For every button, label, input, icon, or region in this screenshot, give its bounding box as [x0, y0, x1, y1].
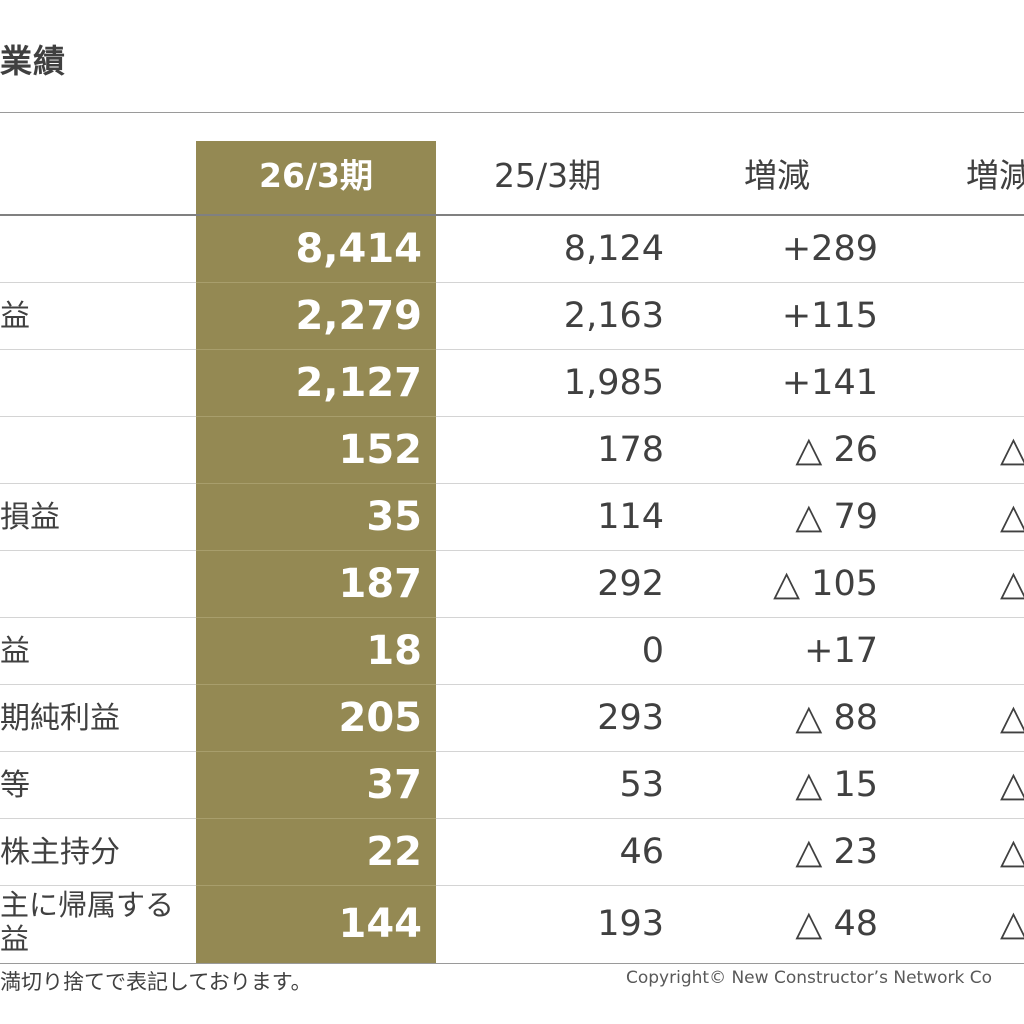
previous-value: 53	[619, 765, 664, 805]
current-value: 35	[366, 494, 422, 540]
row-divider	[0, 617, 1024, 618]
previous-value: 178	[597, 430, 664, 470]
current-value: 22	[366, 829, 422, 875]
previous-value: 114	[597, 497, 664, 537]
change-rate-value: △	[1000, 765, 1024, 805]
change-value: △ 23	[795, 832, 878, 872]
change-value: △ 48	[795, 904, 878, 944]
page-title: 業績	[0, 42, 67, 80]
row-divider-highlight	[196, 684, 436, 685]
current-value: 37	[366, 762, 422, 808]
row-divider	[0, 550, 1024, 551]
row-divider	[0, 282, 1024, 283]
table-row: 187 292 △ 105 △	[0, 551, 1024, 618]
row-label-line1: 主に帰属する	[0, 888, 175, 922]
row-label: 主に帰属する 益	[0, 888, 175, 956]
table-row: 8,414 8,124 +289	[0, 216, 1024, 283]
row-label: 株主持分	[0, 835, 120, 870]
header-change-rate: 増減	[966, 156, 1024, 195]
current-period-highlight	[196, 141, 436, 964]
table-row: 主に帰属する 益 144 193 △ 48 △	[0, 886, 1024, 963]
change-value: △ 105	[773, 564, 878, 604]
header-previous-period: 25/3期	[494, 156, 602, 195]
row-divider	[0, 751, 1024, 752]
row-label: 益	[0, 299, 30, 334]
row-label-line2: 益	[0, 922, 30, 956]
current-value: 18	[366, 628, 422, 674]
change-rate-value: △	[1000, 698, 1024, 738]
change-value: △ 79	[795, 497, 878, 537]
row-divider-highlight	[196, 885, 436, 886]
current-value: 152	[338, 427, 423, 473]
table-row: 損益 35 114 △ 79 △	[0, 484, 1024, 551]
previous-value: 2,163	[563, 296, 664, 336]
table-row: 益 2,279 2,163 +115	[0, 283, 1024, 350]
row-label: 期純利益	[0, 701, 120, 736]
header-current-period: 26/3期	[259, 156, 373, 195]
table-row: 株主持分 22 46 △ 23 △	[0, 819, 1024, 886]
row-divider	[0, 483, 1024, 484]
row-divider-highlight	[196, 416, 436, 417]
current-value: 144	[338, 901, 423, 947]
row-divider-highlight	[196, 751, 436, 752]
current-value: 8,414	[295, 226, 422, 272]
change-rate-value: △	[1000, 430, 1024, 470]
change-value: △ 15	[795, 765, 878, 805]
previous-value: 293	[597, 698, 664, 738]
row-divider-highlight	[196, 282, 436, 283]
previous-value: 8,124	[563, 229, 664, 269]
previous-value: 0	[641, 631, 664, 671]
current-value: 2,279	[295, 293, 422, 339]
row-divider	[0, 818, 1024, 819]
previous-value: 193	[597, 904, 664, 944]
table-row: 2,127 1,985 +141	[0, 350, 1024, 417]
change-rate-value: △	[1000, 564, 1024, 604]
row-divider	[0, 885, 1024, 886]
row-divider	[0, 684, 1024, 685]
row-divider-highlight	[196, 483, 436, 484]
table-row: 期純利益 205 293 △ 88 △	[0, 685, 1024, 752]
row-divider-highlight	[196, 818, 436, 819]
table-row: 152 178 △ 26 △	[0, 417, 1024, 484]
row-label: 損益	[0, 500, 60, 535]
title-divider	[0, 112, 1024, 113]
row-divider	[0, 416, 1024, 417]
previous-value: 46	[619, 832, 664, 872]
change-value: +141	[781, 363, 878, 403]
table-row: 益 18 0 +17	[0, 618, 1024, 685]
row-label: 等	[0, 768, 30, 803]
header-divider	[0, 214, 1024, 216]
change-value: △ 26	[795, 430, 878, 470]
previous-value: 1,985	[563, 363, 664, 403]
row-divider-highlight	[196, 349, 436, 350]
change-value: △ 88	[795, 698, 878, 738]
current-value: 187	[338, 561, 423, 607]
row-divider	[0, 349, 1024, 350]
footnote: 満切り捨てで表記しております。	[0, 970, 312, 994]
table-row: 等 37 53 △ 15 △	[0, 752, 1024, 819]
previous-value: 292	[597, 564, 664, 604]
change-rate-value: △	[1000, 832, 1024, 872]
change-value: +289	[781, 229, 878, 269]
copyright: Copyright© New Constructor’s Network Co	[626, 968, 993, 988]
row-label: 益	[0, 634, 30, 669]
header-change: 増減	[744, 156, 810, 195]
change-rate-value: △	[1000, 497, 1024, 537]
row-divider-highlight	[196, 550, 436, 551]
current-value: 2,127	[295, 360, 422, 406]
change-value: +115	[781, 296, 878, 336]
table-bottom-divider	[0, 963, 1024, 964]
current-value: 205	[338, 695, 423, 741]
change-rate-value: △	[1000, 904, 1024, 944]
row-divider-highlight	[196, 617, 436, 618]
change-value: +17	[804, 631, 878, 671]
